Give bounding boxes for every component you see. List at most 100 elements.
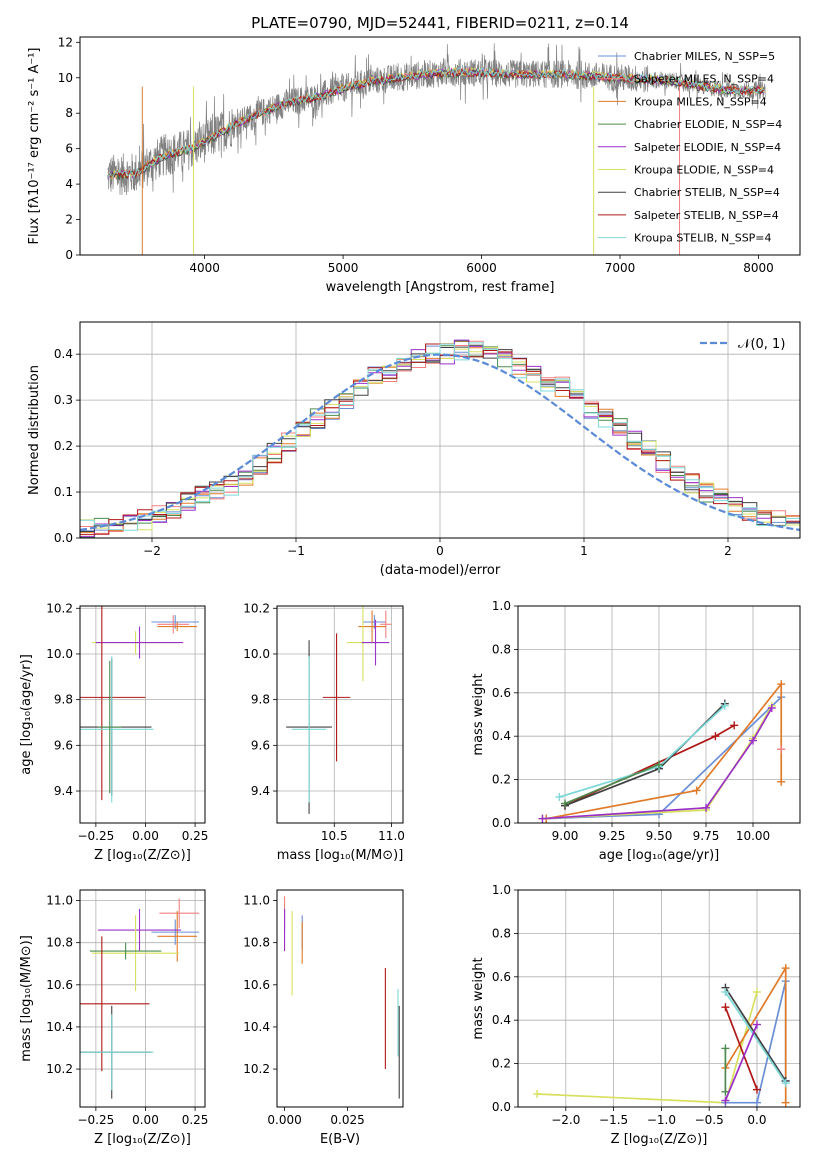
y-tick-label: 11.0 (46, 894, 73, 908)
y-axis-label: mass weight (471, 957, 486, 1039)
plot-area-mass_age (277, 606, 403, 823)
x-axis-label: Z [log₁₀(Z/Z⊙)] (94, 1132, 191, 1147)
y-tick-label: 0.6 (492, 686, 511, 700)
y-tick-label: 0.3 (54, 393, 73, 407)
x-axis-label: mass [log₁₀(M/M⊙)] (277, 848, 404, 863)
weight-line-salpeter-elodie (542, 707, 773, 820)
axes-frame (517, 605, 801, 824)
plot-area-z_weight (518, 890, 800, 1107)
weight-line-chabrier-stelib (724, 987, 787, 1082)
weight-marker-salpeter-stelib (752, 1085, 761, 1094)
model-line-salpeter-stelib (107, 67, 765, 179)
x-tick-label: 0 (436, 544, 444, 558)
x-tick-label: 0.25 (182, 1113, 209, 1127)
y-tick-label: 10.2 (46, 601, 73, 615)
y-axis-label: mass weight (471, 673, 486, 755)
weight-marker-chabrier-elodie (561, 799, 569, 808)
axes-frame (79, 889, 206, 1108)
plot-area-spectrum (107, 43, 766, 255)
axes-frame (79, 321, 801, 539)
y-tick-label: 10.2 (243, 1062, 270, 1076)
x-tick-label: 10.00 (736, 829, 770, 843)
weight-marker-kroupa-miles (781, 964, 790, 973)
x-tick-label: 9.50 (646, 829, 673, 843)
weight-line-salpeter-elodie (724, 1024, 758, 1101)
x-tick-label: 2 (724, 544, 732, 558)
weight-line-kroupa-elodie (537, 991, 758, 1104)
y-tick-label: 10.8 (46, 936, 73, 950)
y-tick-label: 9.8 (251, 693, 270, 707)
y-tick-label: 9.4 (54, 784, 73, 798)
weight-line-chabrier-stelib (564, 702, 726, 807)
x-tick-label: 1 (580, 544, 588, 558)
x-tick-label: −2.0 (551, 1113, 580, 1127)
y-tick-label: 4 (65, 177, 73, 191)
panel-z_age: −0.25 0.00 0.25 9.4 9.6 9.8 10.0 10.2 Z [log₁₀(Z… (19, 601, 208, 863)
weight-marker-kroupa-miles (781, 1098, 790, 1107)
y-tick-label: 10.8 (243, 936, 270, 950)
weight-marker-kroupa-elodie (533, 1089, 542, 1098)
x-axis-label: Z [log₁₀(Z/Z⊙)] (94, 848, 191, 863)
weight-line-kroupa-stelib (559, 705, 726, 798)
x-tick-label: 9.25 (599, 829, 626, 843)
x-axis-label: (data-model)/error (380, 563, 501, 578)
x-tick-label: 5000 (328, 261, 359, 275)
legend: Chabrier MILES, N_SSP=5 Salpeter MILES, N… (598, 50, 782, 245)
y-tick-label: 0.0 (492, 1100, 511, 1114)
panel-mass_age: 10.5 11.0 9.4 9.6 9.8 10.0 10.2 mass [log₁₀(M/M… (243, 601, 405, 863)
x-tick-label: 11.0 (378, 829, 405, 843)
y-axis-label: mass [log₁₀(M/M⊙)] (19, 935, 34, 1062)
y-tick-label: 0.2 (492, 1057, 511, 1071)
x-tick-label: −1 (287, 544, 305, 558)
y-tick-label: 10.6 (243, 978, 270, 992)
weight-marker-kroupa-miles (692, 786, 701, 795)
x-tick-label: −0.25 (77, 829, 114, 843)
model-line-kroupa-stelib (107, 67, 765, 179)
panel-spectrum: 4000 5000 6000 7000 8000 0 2 4 6 8 10 12 wavelength … (27, 35, 801, 295)
y-tick-label: 6 (65, 142, 73, 156)
y-tick-label: 2 (65, 213, 73, 227)
x-axis-label: age [log₁₀(age/yr)] (599, 848, 720, 863)
y-tick-label: 9.6 (54, 738, 73, 752)
x-tick-label: −0.25 (77, 1113, 114, 1127)
y-tick-label: 10.0 (243, 647, 270, 661)
weight-marker-kroupa-stelib (721, 987, 730, 996)
y-tick-label: 10.0 (46, 647, 73, 661)
y-tick-label: 10.2 (243, 601, 270, 615)
axes-frame (276, 889, 404, 1108)
weight-marker-salpeter-elodie (702, 803, 710, 812)
y-tick-label: 10 (58, 71, 73, 85)
weight-marker-salpeter-stelib (730, 721, 739, 730)
y-tick-label: 0.4 (54, 347, 73, 361)
weight-marker-salpeter-elodie (721, 1096, 730, 1105)
x-tick-label: 9.00 (552, 829, 579, 843)
y-tick-label: 9.8 (54, 693, 73, 707)
x-tick-label: 9.75 (693, 829, 720, 843)
axes-frame (79, 36, 801, 256)
x-axis-label: E(B-V) (320, 1132, 360, 1147)
panel-z_mass: −0.25 0.00 0.25 10.2 10.4 10.6 10.8 11.0 Z [log₁… (19, 889, 209, 1147)
y-tick-label: 0.2 (492, 773, 511, 787)
y-tick-label: 8 (65, 106, 73, 120)
panel-ebv_mass: 0.000 0.025 10.2 10.4 10.6 10.8 11.0 E(B-V) (243, 889, 404, 1147)
plot-area-z_mass (80, 890, 205, 1107)
x-tick-label: −2 (143, 544, 161, 558)
plot-area-age_weight (518, 606, 800, 823)
y-tick-label: 0.0 (492, 816, 511, 830)
weight-marker-kroupa-miles (777, 777, 786, 786)
y-tick-label: 10.6 (46, 978, 73, 992)
weight-marker-kroupa-miles (777, 680, 786, 689)
legend-label: Kroupa ELODIE, N_SSP=4 (634, 164, 774, 177)
x-tick-label: 4000 (189, 261, 220, 275)
plot-area-residuals (80, 322, 800, 538)
weight-marker-salpeter-elodie (749, 736, 757, 745)
x-tick-label: 0.000 (267, 1113, 301, 1127)
plot-area-z_age (80, 606, 205, 823)
y-tick-label: 9.6 (251, 738, 270, 752)
weight-line-chabrier-miles (546, 696, 782, 820)
legend-label: Salpeter STELIB, N_SSP=4 (634, 209, 779, 222)
weight-line-kroupa-stelib (724, 991, 787, 1084)
legend-label: Chabrier ELODIE, N_SSP=4 (634, 118, 782, 131)
legend-label: 𝒩(0, 1) (738, 337, 785, 352)
